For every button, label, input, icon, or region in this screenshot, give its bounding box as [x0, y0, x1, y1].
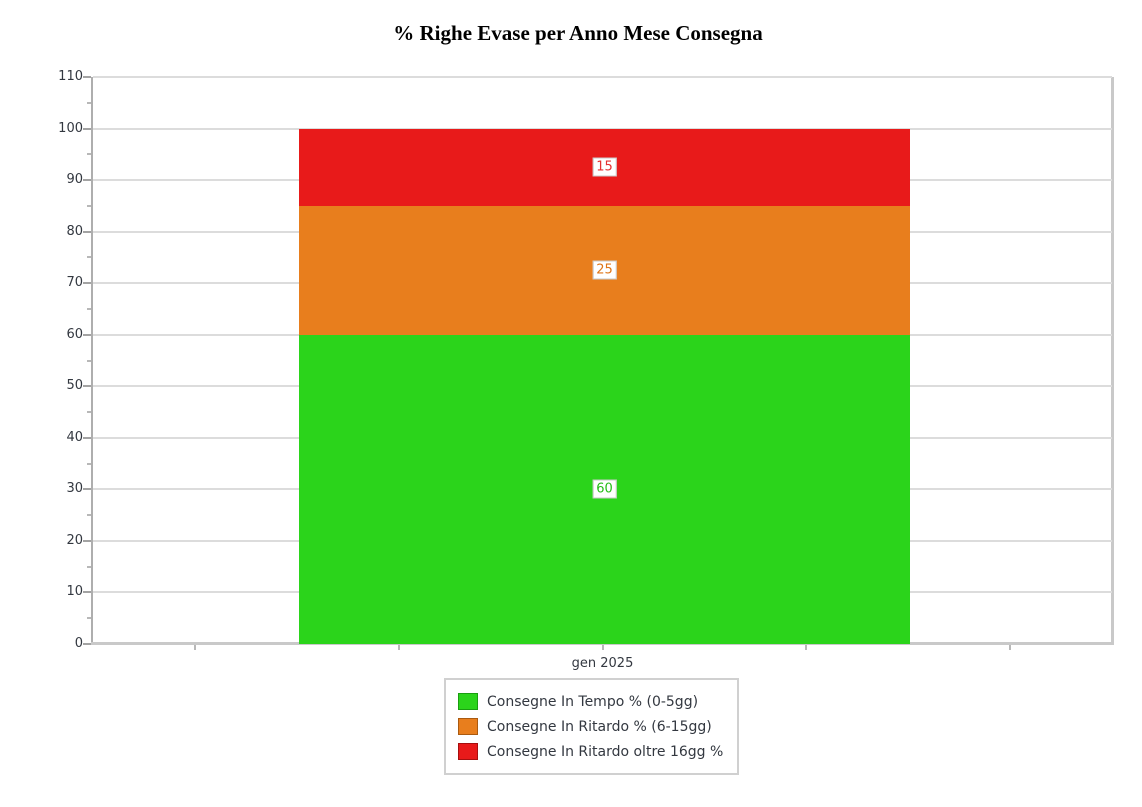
y-axis-major-tick	[83, 333, 91, 336]
y-tick-label: 50	[66, 378, 83, 394]
y-axis-line	[91, 77, 93, 644]
y-tick-label: 110	[58, 69, 83, 84]
x-axis-minor-tick	[1009, 645, 1012, 650]
bar-value-label: 25	[592, 260, 617, 280]
y-axis-minor-tick	[87, 617, 91, 620]
y-axis-major-tick	[83, 127, 91, 130]
legend-swatch-icon	[458, 693, 478, 710]
legend-label: Consegne In Ritardo % (6-15gg)	[487, 718, 712, 735]
y-axis-major-tick	[83, 385, 91, 388]
legend-swatch-icon	[458, 743, 478, 760]
plot-area: gen 2025 0 10 20 30 40 50 60 70 80 90 100 110 60 25 15	[58, 69, 1114, 671]
y-tick-label: 70	[66, 275, 83, 291]
x-axis-minor-tick	[397, 645, 400, 650]
x-category-label: gen 2025	[571, 656, 634, 671]
y-tick-label: 60	[66, 326, 83, 342]
y-axis-major-tick	[83, 282, 91, 285]
x-axis-minor-tick	[601, 645, 604, 650]
x-axis-minor-tick	[193, 645, 196, 650]
y-axis-minor-tick	[87, 256, 91, 259]
legend-row: Consegne In Ritardo oltre 16gg %	[458, 739, 723, 764]
y-axis-minor-tick	[87, 462, 91, 465]
y-tick-label: 100	[58, 120, 83, 136]
y-axis-minor-tick	[87, 204, 91, 207]
legend-row: Consegne In Tempo % (0-5gg)	[458, 689, 723, 714]
legend-row: Consegne In Ritardo % (6-15gg)	[458, 714, 723, 739]
y-tick-label: 30	[66, 481, 83, 497]
y-axis-major-tick	[83, 591, 91, 594]
y-axis-minor-tick	[87, 101, 91, 104]
y-axis-major-tick	[83, 539, 91, 542]
y-tick-label: 90	[66, 172, 83, 188]
plot-right-border	[1111, 77, 1114, 644]
x-axis-minor-tick	[805, 645, 808, 650]
y-axis-major-tick	[83, 179, 91, 182]
y-axis-major-tick	[83, 488, 91, 491]
y-tick-label: 40	[66, 429, 83, 445]
legend-label: Consegne In Ritardo oltre 16gg %	[487, 743, 724, 760]
legend: Consegne In Tempo % (0-5gg) Consegne In R…	[444, 678, 740, 775]
bar-value-label: 15	[592, 157, 617, 177]
y-tick-label: 20	[66, 532, 83, 548]
legend-swatch-icon	[458, 718, 478, 735]
y-tick-label: 80	[66, 223, 83, 239]
y-axis-minor-tick	[87, 565, 91, 568]
gridline	[93, 76, 1112, 78]
y-tick-label: 10	[66, 584, 83, 600]
y-axis-minor-tick	[87, 359, 91, 362]
y-axis-major-tick	[83, 436, 91, 439]
y-axis-major-tick	[83, 76, 91, 78]
y-axis-minor-tick	[87, 153, 91, 156]
y-axis-minor-tick	[87, 514, 91, 517]
legend-label: Consegne In Tempo % (0-5gg)	[487, 693, 699, 710]
chart-title: % Righe Evase per Anno Mese Consegna	[393, 21, 763, 45]
bar-value-label: 60	[592, 479, 617, 499]
y-axis-major-tick	[83, 230, 91, 233]
y-tick-label: 0	[74, 636, 83, 651]
y-axis-minor-tick	[87, 307, 91, 310]
y-axis-minor-tick	[87, 411, 91, 414]
y-axis-major-tick	[83, 643, 91, 645]
